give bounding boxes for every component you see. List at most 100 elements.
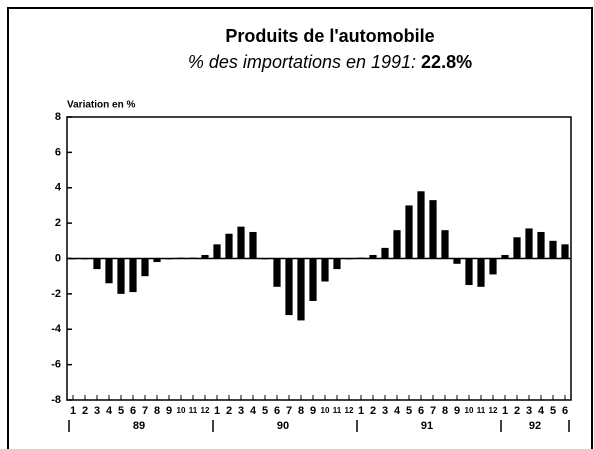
x-tick-label: 11 <box>477 406 486 415</box>
x-tick-label: 4 <box>394 405 401 417</box>
bar <box>249 231 257 259</box>
y-tick-label: 0 <box>55 252 61 264</box>
x-tick-label: 2 <box>370 405 376 417</box>
bar <box>93 258 101 270</box>
x-tick-label: 6 <box>418 405 424 417</box>
x-tick-label: 2 <box>514 405 520 417</box>
bar <box>225 233 233 259</box>
bar <box>393 230 401 259</box>
bar <box>297 258 305 321</box>
x-tick-label: 2 <box>82 405 88 417</box>
x-tick-label: 5 <box>118 405 124 417</box>
bar <box>477 258 485 287</box>
bar <box>561 244 569 259</box>
x-tick-label: 2 <box>226 405 232 417</box>
bar <box>429 200 437 259</box>
x-tick-label: 5 <box>262 405 268 417</box>
chart-subtitle: % des importations en 1991: 22.8% <box>188 52 472 72</box>
x-tick-label: 10 <box>321 406 330 415</box>
bar <box>285 258 293 316</box>
bar <box>369 254 377 259</box>
x-tick-label: 3 <box>238 405 244 417</box>
x-tick-label: 5 <box>406 405 412 417</box>
x-tick-label: 7 <box>286 405 292 417</box>
subtitle-highlight: 22.8% <box>421 52 472 72</box>
x-tick-label: 12 <box>345 406 354 415</box>
bar <box>453 258 461 264</box>
bar <box>525 228 533 259</box>
bar <box>333 258 341 270</box>
bar <box>177 257 185 259</box>
bar <box>189 257 197 259</box>
x-tick-label: 8 <box>298 405 304 417</box>
x-tick-label: 1 <box>70 405 76 417</box>
bar <box>201 254 209 259</box>
y-tick-label: 2 <box>55 217 61 229</box>
x-tick-label: 6 <box>130 405 136 417</box>
bar <box>441 230 449 259</box>
bar <box>465 258 473 286</box>
x-tick-label: 6 <box>562 405 568 417</box>
x-tick-label: 11 <box>333 406 342 415</box>
x-tick-label: 6 <box>274 405 280 417</box>
y-tick-label: -6 <box>51 359 61 371</box>
x-tick-label: 1 <box>214 405 220 417</box>
x-tick-label: 9 <box>454 405 460 417</box>
bar <box>549 240 557 259</box>
bar <box>381 247 389 259</box>
group-label: 92 <box>529 420 541 432</box>
x-tick-label: 9 <box>310 405 316 417</box>
bar <box>141 258 149 277</box>
bar <box>513 237 521 259</box>
x-tick-label: 4 <box>106 405 113 417</box>
x-tick-label: 11 <box>189 406 198 415</box>
y-tick-label: 6 <box>55 146 61 158</box>
y-tick-label: 8 <box>55 111 61 123</box>
bar <box>357 257 365 259</box>
frame <box>7 7 593 449</box>
x-tick-label: 4 <box>250 405 257 417</box>
x-tick-label: 3 <box>382 405 388 417</box>
bar <box>153 258 161 263</box>
group-label: 90 <box>277 420 289 432</box>
x-tick-label: 10 <box>177 406 186 415</box>
x-tick-label: 7 <box>142 405 148 417</box>
bar <box>81 258 89 260</box>
x-tick-label: 3 <box>94 405 100 417</box>
x-tick-label: 3 <box>526 405 532 417</box>
chart-title: Produits de l'automobile <box>225 26 434 46</box>
y-axis-label: Variation en % <box>67 100 135 111</box>
x-tick-label: 8 <box>154 405 160 417</box>
bar <box>165 258 173 260</box>
y-tick-label: -8 <box>51 394 61 406</box>
bar <box>537 231 545 259</box>
bar <box>69 258 77 260</box>
bar <box>501 254 509 259</box>
bar <box>417 191 425 259</box>
bar <box>105 258 113 284</box>
x-tick-label: 1 <box>502 405 508 417</box>
bar <box>213 244 221 259</box>
y-tick-label: -4 <box>51 323 62 335</box>
y-tick-label: 4 <box>55 182 62 194</box>
x-tick-label: 10 <box>465 406 474 415</box>
x-tick-label: 1 <box>358 405 364 417</box>
x-tick-label: 4 <box>538 405 545 417</box>
bar <box>237 226 245 259</box>
group-label: 91 <box>421 420 433 432</box>
y-tick-label: -2 <box>51 288 61 300</box>
bar <box>321 258 329 282</box>
bar <box>345 258 353 260</box>
x-tick-label: 5 <box>550 405 556 417</box>
bar <box>273 258 281 287</box>
bar <box>261 258 269 260</box>
bar <box>129 258 137 293</box>
bar <box>117 258 125 294</box>
bar <box>309 258 317 301</box>
group-label: 89 <box>133 420 145 432</box>
bar <box>405 205 413 259</box>
x-tick-label: 12 <box>201 406 210 415</box>
subtitle-text: % des importations en 1991: <box>188 52 416 72</box>
x-tick-label: 7 <box>430 405 436 417</box>
